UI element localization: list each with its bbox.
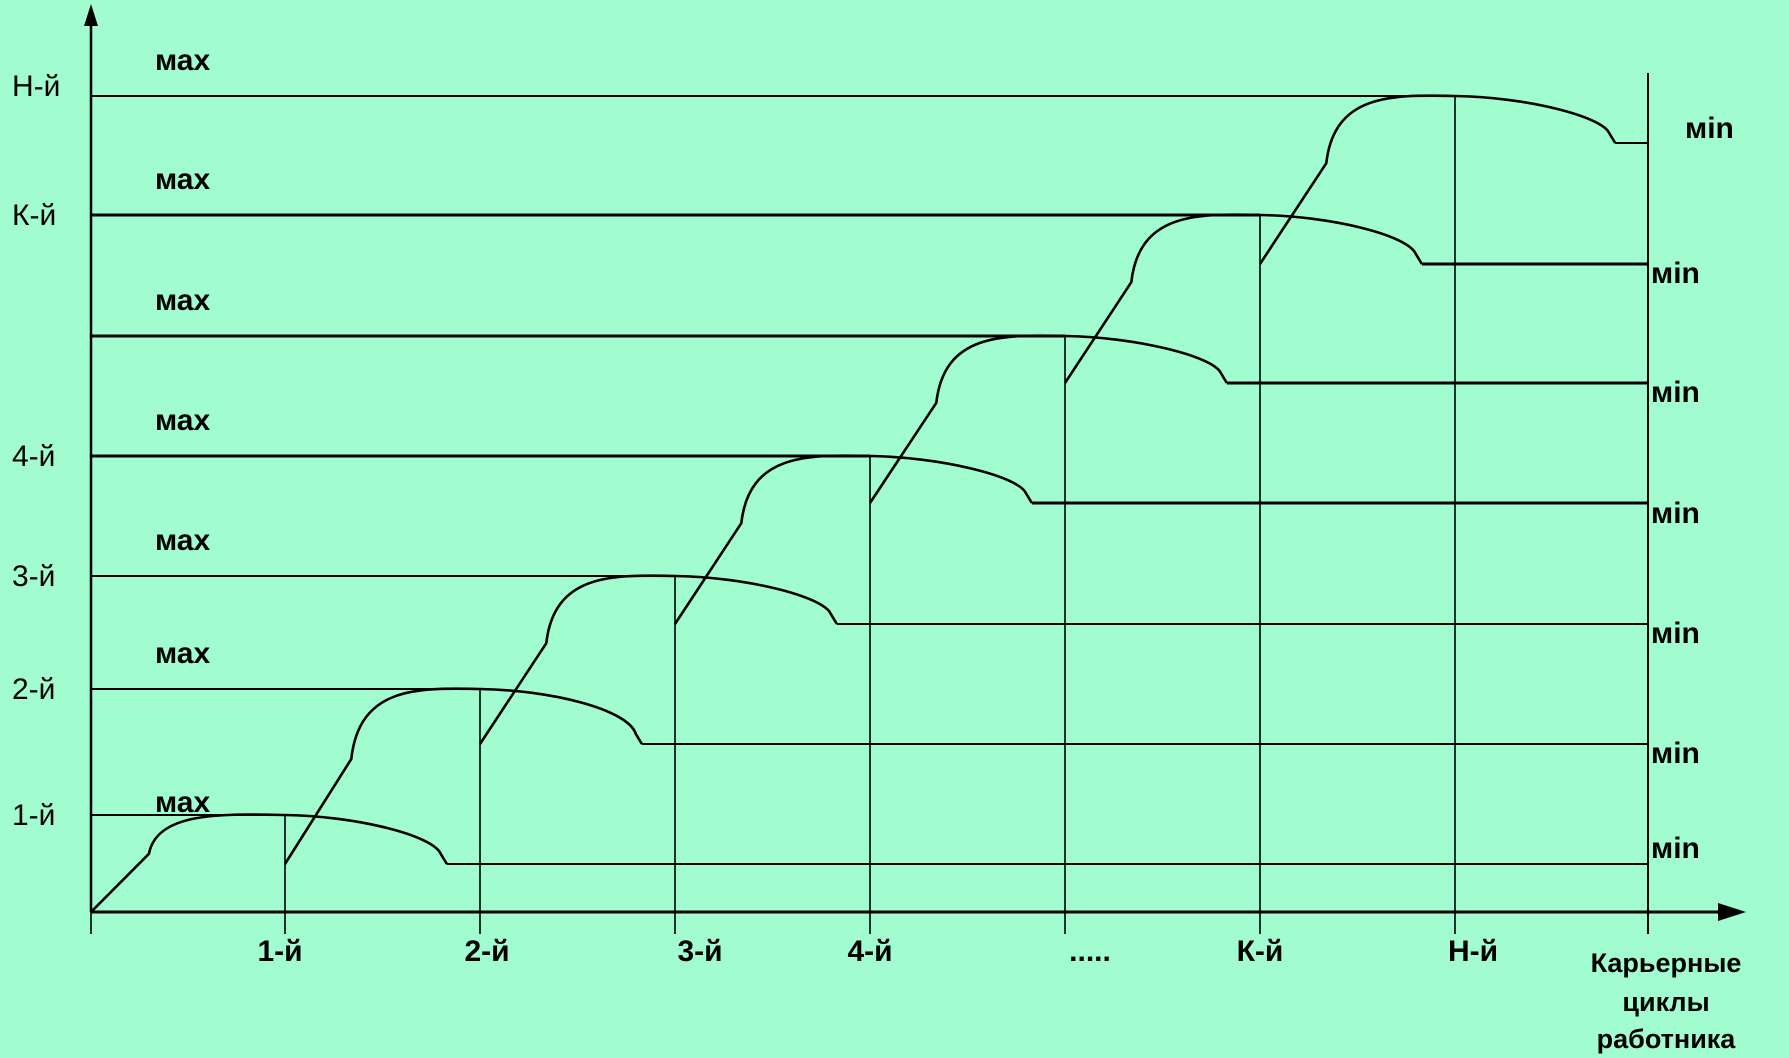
diagram-labels: 1-й мах мin 2-й мах мin 3-й мах мin 4-й мах мin мах м… [12, 44, 1741, 1054]
x-tick-label: 1-й [257, 935, 302, 968]
min-label: мin [1651, 497, 1700, 530]
x-tick-label: 2-й [464, 935, 509, 968]
y-level-label: К-й [12, 199, 56, 232]
max-label: мах [155, 284, 210, 317]
y-level-label: 4-й [12, 440, 55, 473]
career-cycle-curve [478, 574, 838, 745]
x-tick-label: ..... [1069, 935, 1111, 968]
career-cycle-curve [283, 687, 643, 865]
min-label: мin [1651, 257, 1700, 290]
min-label: мin [1685, 112, 1734, 145]
x-axis-caption: Карьерные [1591, 948, 1742, 978]
y-level-label: 1-й [12, 799, 55, 832]
career-cycle-curve [90, 813, 448, 913]
career-cycle-curve [1258, 94, 1617, 265]
max-label: мах [155, 786, 210, 819]
max-label: мах [155, 404, 210, 437]
axes [84, 4, 1746, 921]
career-curves [90, 94, 1617, 913]
y-level-label: Н-й [12, 70, 60, 103]
y-level-label: 2-й [12, 673, 55, 706]
x-tick-label: 3-й [677, 935, 722, 968]
min-label: мin [1651, 737, 1700, 770]
career-cycle-curve [868, 334, 1228, 504]
min-label: мin [1651, 832, 1700, 865]
career-cycle-curve [1063, 213, 1423, 384]
x-axis-caption: работника [1597, 1024, 1737, 1054]
y-level-label: 3-й [12, 560, 55, 593]
max-label: мах [155, 163, 210, 196]
x-axis-arrow [1718, 903, 1746, 921]
career-cycle-curve [673, 454, 1033, 625]
x-tick-label: 4-й [847, 935, 892, 968]
y-axis-arrow [84, 4, 98, 26]
x-axis-caption: циклы [1622, 987, 1709, 1017]
max-label: мах [155, 44, 210, 77]
max-label: мах [155, 637, 210, 670]
diagram-lines [90, 73, 1649, 934]
max-label: мах [155, 524, 210, 557]
min-label: мin [1651, 376, 1700, 409]
x-tick-label: Н-й [1448, 935, 1498, 968]
x-tick-label: К-й [1237, 935, 1284, 968]
min-label: мin [1651, 617, 1700, 650]
